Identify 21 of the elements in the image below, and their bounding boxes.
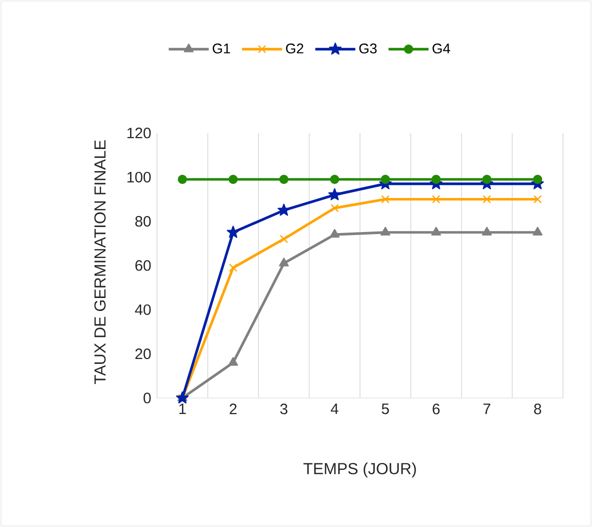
x-tick-label: 7 <box>483 404 490 414</box>
y-axis-title: TAUX DE GERMINATION FINALE <box>94 140 106 384</box>
legend-label: G2 <box>286 44 304 54</box>
x-tick-label: 5 <box>382 404 389 414</box>
x-tick-label: 6 <box>432 404 440 414</box>
legend-label: G4 <box>432 44 450 54</box>
y-tick-label: 20 <box>135 348 151 360</box>
y-tick-label: 40 <box>135 304 151 315</box>
x-tick-label: 2 <box>230 404 237 414</box>
y-tick-label: 100 <box>127 172 151 182</box>
x-tick-label: 4 <box>330 404 338 414</box>
legend-label: G3 <box>359 44 377 54</box>
legend-label: G1 <box>212 44 230 54</box>
y-tick-label: 60 <box>135 260 151 271</box>
x-axis-title: TEMPS (JOUR) <box>303 462 416 478</box>
y-tick-label: 120 <box>127 128 151 138</box>
y-tick-label: 0 <box>144 392 151 404</box>
x-tick-label: 1 <box>179 404 186 414</box>
x-tick-label: 8 <box>534 404 542 414</box>
y-tick-label: 80 <box>135 216 151 227</box>
x-tick-label: 3 <box>280 404 288 414</box>
